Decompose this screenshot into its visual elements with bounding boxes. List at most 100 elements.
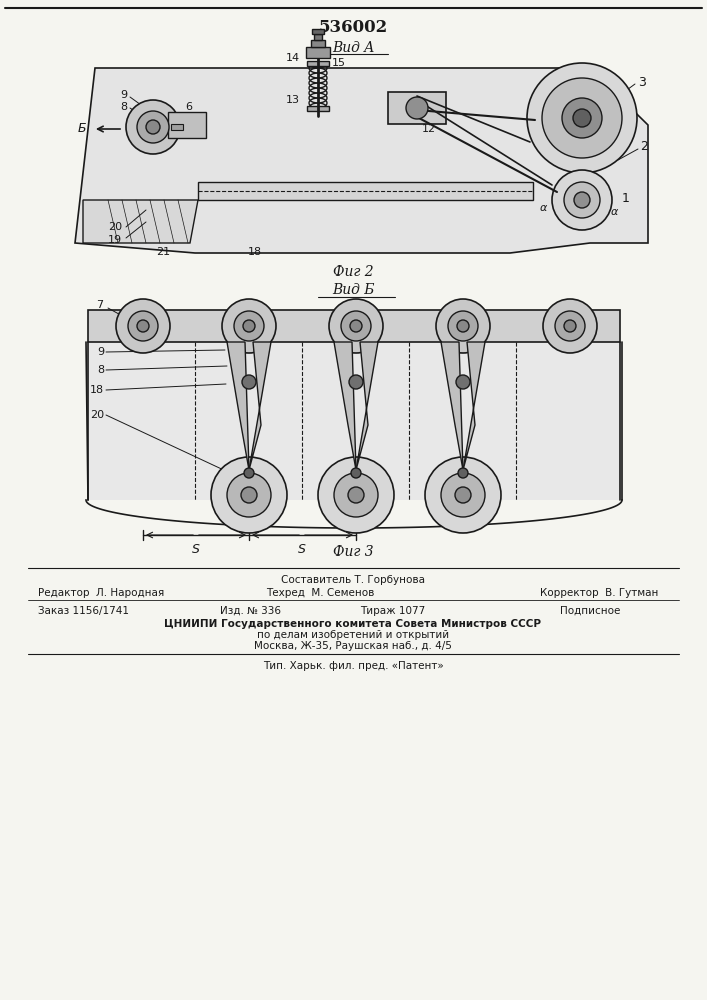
- Text: Фиг 2: Фиг 2: [333, 265, 373, 279]
- Circle shape: [116, 299, 170, 353]
- Bar: [314, 34, 322, 40]
- Text: Подписное: Подписное: [560, 606, 620, 616]
- Bar: [388, 92, 446, 124]
- Text: 14: 14: [286, 53, 300, 63]
- Circle shape: [146, 120, 160, 134]
- Bar: [312, 29, 324, 34]
- Circle shape: [436, 299, 490, 353]
- Circle shape: [341, 311, 371, 341]
- Circle shape: [350, 320, 362, 332]
- Circle shape: [211, 457, 287, 533]
- Bar: [88, 310, 620, 342]
- Text: 3: 3: [638, 76, 646, 89]
- Text: Б: Б: [77, 122, 86, 135]
- Text: α: α: [539, 203, 547, 213]
- Circle shape: [349, 375, 363, 389]
- Circle shape: [137, 320, 149, 332]
- Text: по делам изобретений и открытий: по делам изобретений и открытий: [257, 630, 449, 640]
- Bar: [311, 40, 325, 47]
- Text: Изд. № 336: Изд. № 336: [220, 606, 281, 616]
- Circle shape: [573, 109, 591, 127]
- Text: 12: 12: [422, 124, 436, 134]
- Circle shape: [542, 78, 622, 158]
- Circle shape: [457, 320, 469, 332]
- Text: 8: 8: [120, 102, 127, 112]
- Polygon shape: [463, 342, 485, 470]
- Text: Тираж 1077: Тираж 1077: [360, 606, 425, 616]
- Text: 21: 21: [156, 247, 170, 257]
- Bar: [307, 106, 329, 111]
- Text: 1: 1: [622, 192, 630, 205]
- Text: ЦНИИПИ Государственного комитета Совета Министров СССР: ЦНИИПИ Государственного комитета Совета …: [165, 619, 542, 629]
- Circle shape: [348, 487, 364, 503]
- Text: Тип. Харьк. фил. пред. «Патент»: Тип. Харьк. фил. пред. «Патент»: [262, 661, 443, 671]
- Circle shape: [564, 182, 600, 218]
- Polygon shape: [249, 342, 271, 470]
- Polygon shape: [75, 68, 648, 253]
- Circle shape: [441, 473, 485, 517]
- Text: 20: 20: [90, 410, 104, 420]
- Text: Заказ 1156/1741: Заказ 1156/1741: [38, 606, 129, 616]
- Text: Москва, Ж-35, Раушская наб., д. 4/5: Москва, Ж-35, Раушская наб., д. 4/5: [254, 641, 452, 651]
- Circle shape: [334, 473, 378, 517]
- Circle shape: [227, 473, 271, 517]
- Circle shape: [448, 311, 478, 341]
- Text: 18: 18: [248, 247, 262, 257]
- Circle shape: [243, 320, 255, 332]
- Text: 6: 6: [185, 102, 192, 112]
- Text: 9: 9: [97, 347, 104, 357]
- Bar: [306, 47, 330, 58]
- Text: 20: 20: [108, 222, 122, 232]
- Polygon shape: [334, 342, 356, 470]
- Text: S: S: [298, 543, 306, 556]
- Text: 15: 15: [332, 58, 346, 68]
- Circle shape: [318, 457, 394, 533]
- Text: Фиг 3: Фиг 3: [333, 545, 373, 559]
- Circle shape: [241, 487, 257, 503]
- Polygon shape: [83, 200, 198, 243]
- Circle shape: [562, 98, 602, 138]
- Text: Техред  М. Семенов: Техред М. Семенов: [266, 588, 374, 598]
- Circle shape: [242, 375, 256, 389]
- Polygon shape: [88, 342, 622, 500]
- Text: 9: 9: [120, 90, 127, 100]
- Text: Корректор  В. Гутман: Корректор В. Гутман: [540, 588, 658, 598]
- Circle shape: [555, 311, 585, 341]
- Text: 18: 18: [90, 385, 104, 395]
- Circle shape: [351, 468, 361, 478]
- Text: 8: 8: [97, 365, 104, 375]
- Text: Вид Б: Вид Б: [332, 283, 374, 297]
- Text: 13: 13: [286, 95, 300, 105]
- Circle shape: [543, 299, 597, 353]
- Text: 2: 2: [640, 140, 648, 153]
- Bar: [307, 61, 329, 66]
- Circle shape: [406, 97, 428, 119]
- Circle shape: [458, 468, 468, 478]
- Text: Редактор  Л. Народная: Редактор Л. Народная: [38, 588, 164, 598]
- Polygon shape: [356, 342, 378, 470]
- Bar: [168, 112, 206, 138]
- Text: Вид A: Вид A: [332, 41, 374, 55]
- Circle shape: [455, 487, 471, 503]
- Circle shape: [137, 111, 169, 143]
- Polygon shape: [227, 342, 249, 470]
- Text: α: α: [610, 207, 618, 217]
- Circle shape: [574, 192, 590, 208]
- Circle shape: [222, 299, 276, 353]
- Bar: [198, 182, 533, 200]
- Polygon shape: [441, 342, 463, 470]
- Circle shape: [527, 63, 637, 173]
- Circle shape: [234, 311, 264, 341]
- Bar: [171, 124, 183, 130]
- Text: S: S: [192, 543, 200, 556]
- Circle shape: [456, 375, 470, 389]
- Text: 7: 7: [96, 300, 103, 310]
- Circle shape: [126, 100, 180, 154]
- Circle shape: [564, 320, 576, 332]
- Circle shape: [128, 311, 158, 341]
- Circle shape: [244, 468, 254, 478]
- Circle shape: [425, 457, 501, 533]
- Circle shape: [552, 170, 612, 230]
- Text: 536002: 536002: [318, 18, 387, 35]
- Text: 19: 19: [108, 235, 122, 245]
